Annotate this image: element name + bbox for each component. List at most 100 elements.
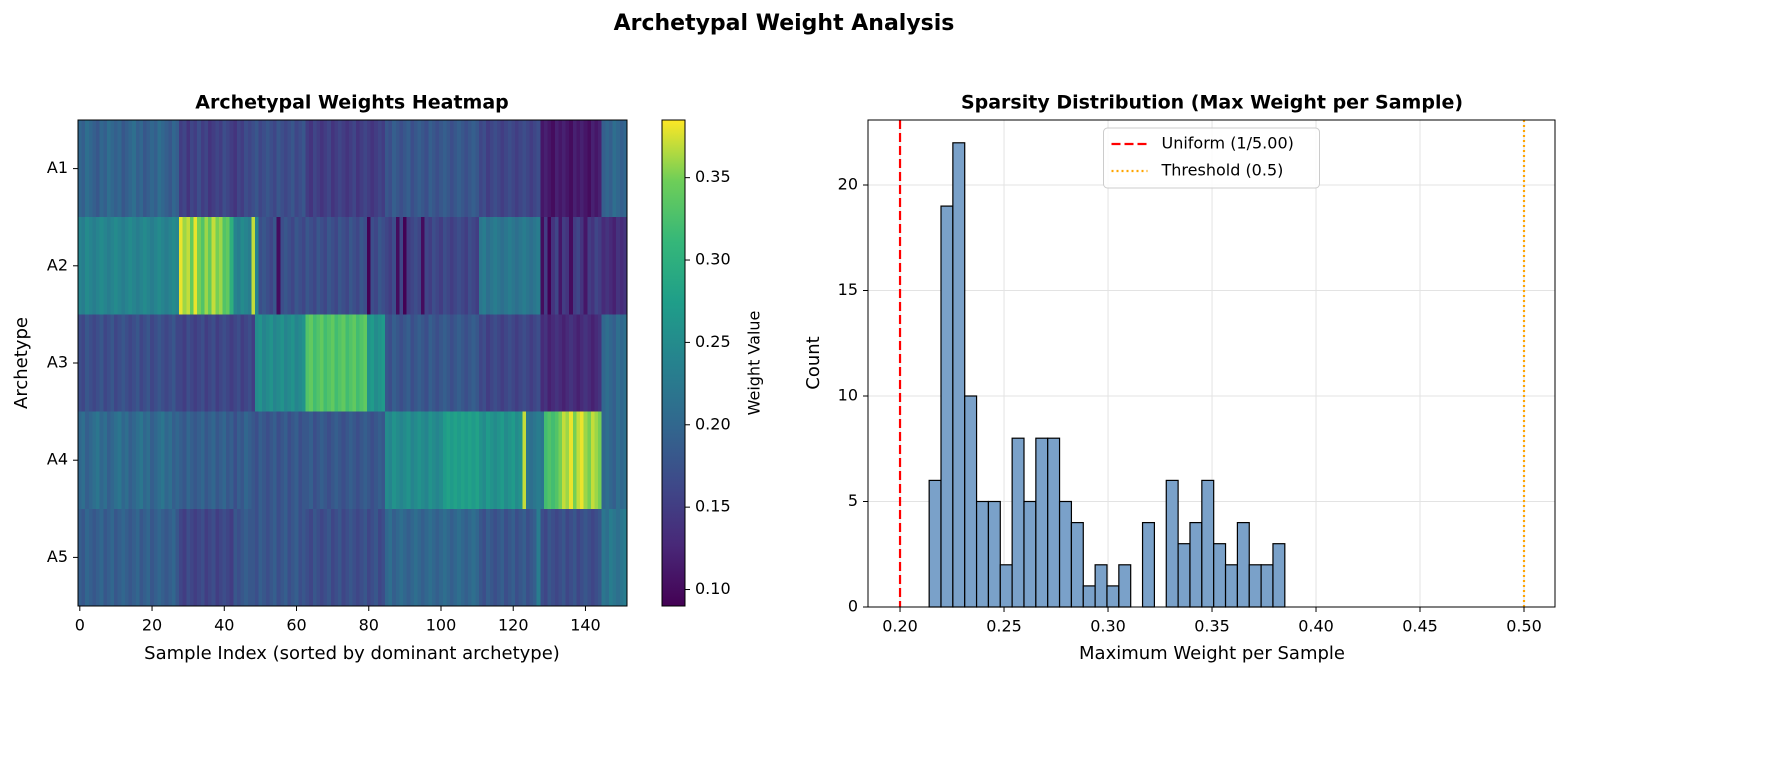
- heatmap-cell: [341, 508, 346, 607]
- heatmap-cell: [421, 120, 426, 218]
- heatmap-cell: [623, 314, 628, 412]
- heatmap-cell: [565, 411, 570, 510]
- heatmap-cell: [341, 120, 346, 218]
- heatmap-cell: [85, 120, 90, 218]
- heatmap-cell: [435, 120, 440, 218]
- heatmap-cell: [489, 508, 494, 607]
- heatmap-cell: [543, 314, 548, 412]
- heatmap-cell: [352, 217, 357, 315]
- heatmap-cell: [482, 508, 487, 607]
- heatmap-cell: [171, 508, 176, 607]
- heatmap-cell: [273, 120, 278, 218]
- histogram-bar: [1118, 564, 1132, 608]
- heatmap-cell: [106, 411, 111, 510]
- heatmap-cell: [164, 120, 169, 218]
- heatmap-cell: [569, 314, 574, 412]
- heatmap-cell: [330, 120, 335, 218]
- heatmap-cell: [580, 217, 585, 315]
- heatmap-cell: [150, 508, 155, 607]
- heatmap-cell: [244, 508, 249, 607]
- heatmap-cell: [616, 314, 621, 412]
- histogram-bar: [1248, 564, 1262, 608]
- heatmap-cell: [186, 508, 191, 607]
- heatmap-cell: [132, 314, 137, 412]
- heatmap-cell: [590, 411, 595, 510]
- heatmap-cell: [269, 411, 274, 510]
- heatmap-cell: [533, 120, 538, 218]
- heatmap-cell: [334, 508, 339, 607]
- heatmap-cell: [121, 120, 126, 218]
- heatmap-cell: [431, 508, 436, 607]
- heatmap-cell: [460, 120, 465, 218]
- heatmap-cell: [341, 411, 346, 510]
- histogram-bar: [1082, 585, 1096, 608]
- heatmap-cell: [200, 508, 205, 607]
- heatmap-cell: [551, 508, 556, 607]
- heatmap-cell: [561, 217, 566, 315]
- heatmap-cell: [569, 217, 574, 315]
- heatmap-cell: [576, 508, 581, 607]
- heatmap-cell: [327, 217, 332, 315]
- heatmap-cell: [143, 411, 148, 510]
- heatmap-cell: [522, 217, 527, 315]
- heatmap-cell: [96, 411, 101, 510]
- y-tick-label: 10: [838, 385, 858, 404]
- heatmap-cell: [504, 411, 509, 510]
- heatmap-cell: [421, 411, 426, 510]
- heatmap-cell: [475, 508, 480, 607]
- heatmap-cell: [258, 217, 263, 315]
- heatmap-cell: [117, 314, 122, 412]
- heatmap-cell: [482, 411, 487, 510]
- x-tick-label: 140: [570, 616, 601, 635]
- heatmap-cell: [356, 217, 361, 315]
- x-tick-label: 0.30: [1090, 617, 1126, 636]
- heatmap-cell: [395, 120, 400, 218]
- heatmap-cell: [226, 508, 231, 607]
- heatmap-cell: [590, 508, 595, 607]
- heatmap-cell: [338, 508, 343, 607]
- heatmap-cell: [280, 120, 285, 218]
- heatmap-cell: [106, 508, 111, 607]
- heatmap-cell: [565, 314, 570, 412]
- heatmap-cell: [450, 120, 455, 218]
- heatmap-cell: [298, 508, 303, 607]
- heatmap-cell: [428, 411, 433, 510]
- heatmap-cell: [590, 314, 595, 412]
- heatmap-cell: [254, 120, 259, 218]
- heatmap-cell: [468, 120, 473, 218]
- heatmap-cell: [110, 217, 115, 315]
- heatmap-cell: [439, 120, 444, 218]
- histogram-bar: [1058, 500, 1073, 608]
- heatmap-cell: [580, 508, 585, 607]
- colorbar-tick-label: 0.35: [695, 167, 731, 186]
- heatmap-cell: [522, 120, 527, 218]
- heatmap-cell: [453, 314, 458, 412]
- heatmap-cell: [587, 314, 592, 412]
- heatmap-cell: [370, 120, 375, 218]
- heatmap-cell: [323, 120, 328, 218]
- heatmap-cell: [273, 314, 278, 412]
- heatmap-cell: [439, 217, 444, 315]
- heatmap-cell: [186, 411, 191, 510]
- heatmap-cell: [363, 314, 368, 412]
- heatmap-cell: [78, 314, 83, 412]
- heatmap-cell: [417, 508, 422, 607]
- heatmap-cell: [381, 508, 386, 607]
- heatmap-cell: [157, 217, 162, 315]
- heatmap-cell: [96, 314, 101, 412]
- heatmap-cell: [543, 508, 548, 607]
- heatmap-cell: [251, 411, 256, 510]
- heatmap-cell: [124, 411, 129, 510]
- heatmap-cell: [540, 314, 545, 412]
- heatmap-cell: [327, 314, 332, 412]
- heatmap-cell: [450, 411, 455, 510]
- heatmap-cell: [208, 120, 213, 218]
- heatmap-cell: [428, 120, 433, 218]
- heatmap-cell: [388, 411, 393, 510]
- heatmap-cell: [175, 314, 180, 412]
- heatmap-cell: [78, 120, 83, 218]
- colorbar-tick-label: 0.15: [695, 497, 731, 516]
- heatmap-cell: [605, 120, 610, 218]
- heatmap-cell: [536, 217, 541, 315]
- heatmap-cell: [244, 120, 249, 218]
